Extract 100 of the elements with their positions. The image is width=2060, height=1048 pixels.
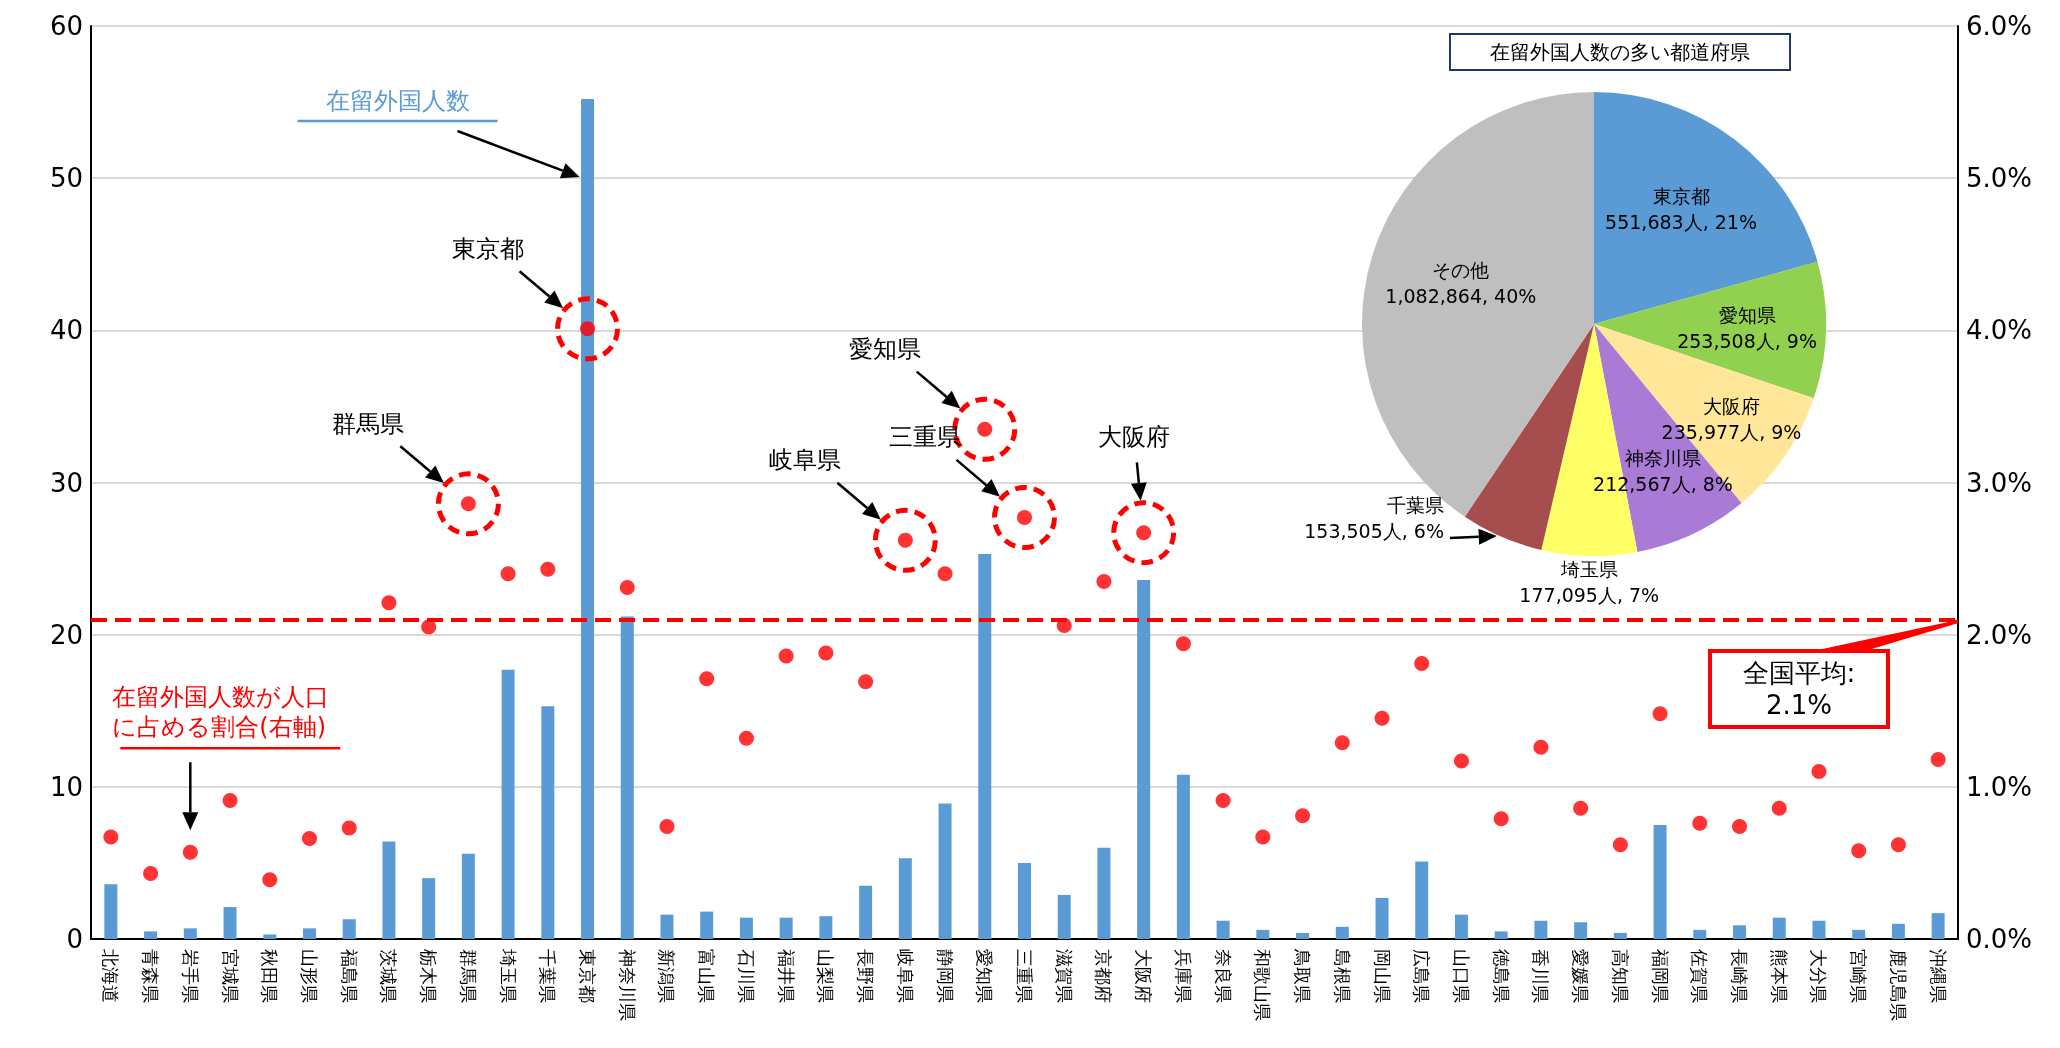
data-label: 153,505人, 6% — [1304, 520, 1444, 542]
point — [1732, 818, 1748, 834]
bar — [1613, 932, 1627, 939]
x-tick-label: 福岡県 — [1649, 949, 1671, 1003]
slice-label: その他 — [1432, 259, 1490, 282]
point — [1414, 656, 1430, 672]
x-tick-label: 山口県 — [1450, 949, 1472, 1003]
bar — [1375, 897, 1389, 939]
bar — [859, 885, 873, 939]
x-tick-label: 兵庫県 — [1172, 949, 1194, 1003]
point — [699, 671, 715, 687]
x-tick-label: 愛媛県 — [1570, 949, 1592, 1003]
y-tick-label: 10 — [49, 771, 83, 802]
annotation: 群馬県 — [332, 409, 405, 438]
bar — [1653, 824, 1667, 939]
slice-label: 愛知県 — [1718, 304, 1776, 327]
bar — [1733, 925, 1747, 939]
x-tick-label: 三重県 — [1014, 949, 1035, 1003]
bar — [700, 911, 714, 939]
x-tick-label: 栃木県 — [418, 949, 440, 1003]
x-tick-label: 愛知県 — [974, 949, 996, 1003]
x-tick-label: 埼玉県 — [497, 948, 519, 1003]
bar — [779, 917, 793, 939]
x-tick-label: 新潟県 — [656, 949, 678, 1003]
point — [1136, 525, 1152, 541]
bar — [1057, 894, 1071, 939]
point — [1255, 829, 1271, 845]
bar — [1812, 920, 1826, 939]
annotation: 大阪府 — [1097, 422, 1170, 451]
point — [1096, 573, 1112, 589]
y-tick-label: 30 — [49, 467, 83, 498]
point — [1493, 811, 1509, 827]
point — [421, 619, 437, 635]
bar — [382, 841, 396, 939]
bar — [978, 554, 992, 939]
point — [1692, 815, 1708, 831]
point — [1215, 793, 1231, 809]
ref-line-label: 全国平均: 2.1% — [1708, 649, 1890, 730]
point — [1453, 753, 1469, 769]
x-tick-label: 東京都 — [577, 949, 599, 1003]
bar — [1296, 932, 1310, 939]
bar — [1574, 922, 1588, 939]
annotation: 東京都 — [451, 234, 524, 263]
x-tick-label: 奈良県 — [1212, 949, 1234, 1003]
x-tick-label: 群馬県 — [457, 949, 479, 1003]
x-tick-label: 石川県 — [735, 949, 757, 1003]
point — [341, 820, 357, 836]
x-tick-label: 北海道 — [100, 949, 122, 1003]
bar — [739, 917, 753, 939]
y-tick-label: 0 — [66, 924, 83, 954]
slice-label: 埼玉県 — [1559, 557, 1618, 580]
point — [937, 566, 953, 582]
bar — [581, 99, 595, 939]
x-tick-label: 神奈川県 — [616, 949, 638, 1021]
y2-tick-label: 0.0% — [1966, 924, 2033, 954]
chart-title: 在留外国人数の多い都道府県 — [1490, 40, 1750, 64]
bar — [620, 616, 634, 939]
point — [540, 561, 556, 577]
x-tick-label: 茨城県 — [378, 949, 400, 1003]
y2-tick-label: 5.0% — [1966, 163, 2033, 194]
x-tick-label: 宮崎県 — [1848, 949, 1870, 1003]
x-tick-label: 福島県 — [338, 949, 360, 1003]
point — [818, 645, 834, 661]
slice-label: 東京都 — [1652, 185, 1710, 208]
bar — [1176, 774, 1190, 939]
point — [580, 321, 596, 337]
point — [778, 648, 794, 664]
x-tick-label: 島根県 — [1331, 949, 1353, 1003]
bar — [660, 914, 674, 939]
y-tick-label: 20 — [49, 619, 83, 650]
x-tick-label: 静岡県 — [934, 949, 956, 1003]
bar — [938, 803, 952, 939]
x-tick-label: 熊本県 — [1768, 949, 1790, 1003]
bar — [1494, 931, 1508, 939]
annotation: 岐阜県 — [769, 446, 842, 475]
bar — [1137, 579, 1151, 939]
bar — [1891, 923, 1905, 939]
point — [1017, 510, 1032, 525]
bar — [1852, 929, 1866, 939]
point — [1334, 735, 1350, 751]
bar — [1534, 920, 1548, 939]
point — [1056, 618, 1072, 634]
point — [977, 421, 993, 437]
point — [1851, 843, 1867, 859]
point — [1295, 808, 1311, 824]
y2-tick-label: 4.0% — [1966, 315, 2033, 346]
point — [1612, 837, 1628, 853]
x-tick-label: 長野県 — [855, 949, 877, 1003]
point — [1533, 739, 1549, 755]
y2-tick-label: 2.0% — [1966, 619, 2033, 650]
point — [143, 866, 159, 882]
bar — [1931, 913, 1945, 939]
bar — [1256, 929, 1270, 939]
y2-tick-label: 1.0% — [1966, 771, 2033, 802]
data-label: 1,082,864, 40% — [1385, 285, 1537, 308]
point — [1652, 706, 1668, 722]
bar — [183, 928, 197, 939]
point — [1890, 837, 1906, 853]
x-tick-label: 福井県 — [775, 949, 797, 1003]
x-tick-label: 香川県 — [1530, 949, 1552, 1003]
